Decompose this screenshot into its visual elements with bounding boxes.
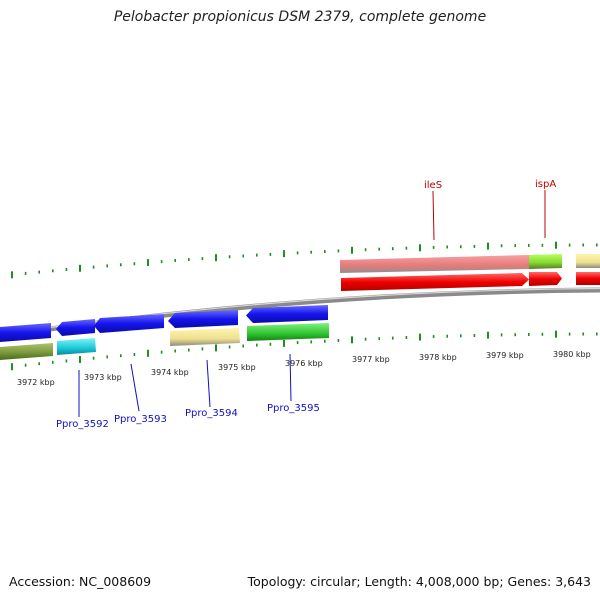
gene-label-Ppro_3593: Ppro_3593 [114,414,167,425]
gene-leader-lines [78,190,546,417]
outer-tick-marks [11,241,598,279]
feature-lime [529,254,562,269]
gene-arrow-left-edge [0,323,51,342]
feature-khaki [576,254,600,268]
gene-labels: Ppro_3592 Ppro_3593 Ppro_3594 Ppro_3595 … [56,179,556,430]
gene-arrow-Ppro_3593 [94,314,164,333]
gene-arrow-Ppro_3594 [168,310,238,328]
gene-label-Ppro_3592: Ppro_3592 [56,419,109,430]
feature-khaki-inner [170,328,240,346]
kbp-label: 3975 kbp [218,363,256,372]
forward-track [340,254,600,291]
gene-label-ispA: ispA [535,179,556,190]
kbp-label: 3979 kbp [486,351,524,360]
feature-green [247,323,329,341]
kbp-label: 3978 kbp [419,353,457,362]
gene-label-Ppro_3595: Ppro_3595 [267,403,320,414]
feature-pink [340,255,529,273]
kbp-labels: 3972 kbp 3973 kbp 3974 kbp 3975 kbp 3976… [17,350,591,387]
accession-text: Accession: NC_008609 [9,574,152,589]
kbp-label: 3976 kbp [285,359,323,368]
kbp-label: 3972 kbp [17,378,55,387]
map-title: Pelobacter propionicus DSM 2379, complet… [113,9,487,25]
gene-arrow-Ppro_3592 [56,319,95,336]
feature-olive [0,343,53,360]
gene-label-ileS: ileS [424,180,442,191]
inner-tick-marks [11,330,598,371]
gene-label-Ppro_3594: Ppro_3594 [185,408,238,419]
feature-red-right [576,272,600,285]
kbp-label: 3980 kbp [553,350,591,359]
gene-arrow-ileS [341,273,529,291]
feature-cyan [57,338,96,355]
kbp-label: 3973 kbp [84,373,122,382]
genome-summary-text: Topology: circular; Length: 4,008,000 bp… [247,574,591,589]
reverse-track [0,305,329,360]
gene-arrow-Ppro_3595 [246,305,328,323]
kbp-label: 3974 kbp [151,368,189,377]
kbp-label: 3977 kbp [352,355,390,364]
gene-arrow-ispA [529,272,562,286]
